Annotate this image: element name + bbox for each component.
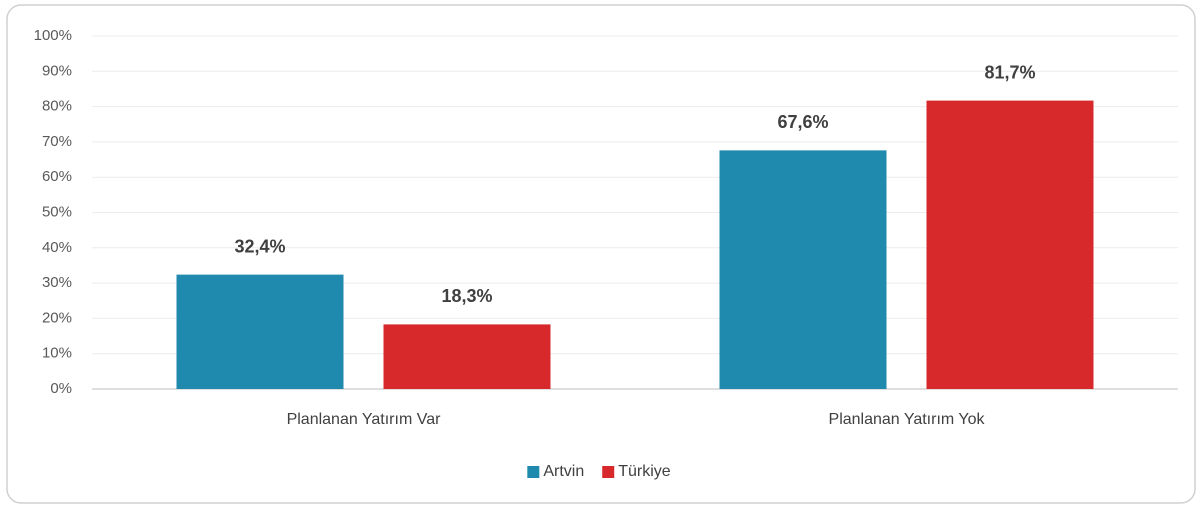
bar [926,100,1094,389]
y-tick-label: 30% [42,274,72,291]
y-tick-label: 90% [42,62,72,79]
y-tick-label: 50% [42,203,72,220]
data-label: 32,4% [234,236,285,256]
y-tick-label: 20% [42,309,72,326]
y-tick-label: 60% [42,168,72,185]
y-tick-label: 0% [50,380,72,397]
data-label: 81,7% [984,62,1035,82]
data-label: 67,6% [777,112,828,132]
legend-label: Artvin [543,463,584,480]
y-tick-label: 10% [42,345,72,362]
bar [383,324,551,389]
legend-swatch [602,466,615,478]
x-tick-label: Planlanan Yatırım Yok [829,411,986,428]
bar [719,150,887,389]
x-tick-label: Planlanan Yatırım Var [287,411,442,428]
data-label: 18,3% [441,286,492,306]
bar [176,274,344,389]
y-tick-label: 40% [42,239,72,256]
legend-label: Türkiye [618,463,671,480]
y-tick-label: 100% [34,27,72,44]
legend-swatch [527,466,540,478]
y-tick-label: 70% [42,133,72,150]
y-tick-label: 80% [42,98,72,115]
